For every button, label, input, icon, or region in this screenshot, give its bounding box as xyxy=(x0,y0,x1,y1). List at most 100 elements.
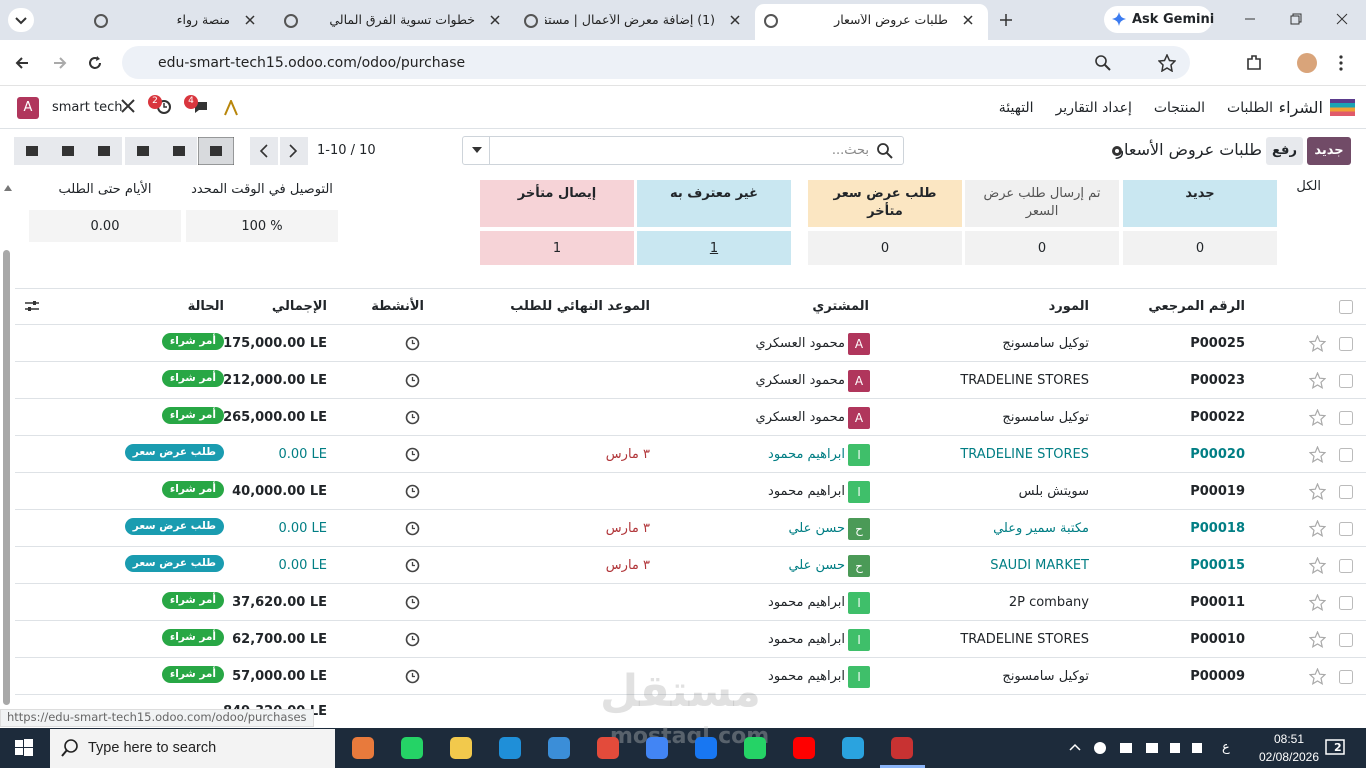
row-checkbox[interactable] xyxy=(1339,485,1353,499)
chrome-menu[interactable] xyxy=(1338,54,1344,72)
browser-tab[interactable]: خطوات تسوية الفرق المالي xyxy=(275,4,515,40)
address-bar[interactable] xyxy=(122,46,1190,79)
tab-close[interactable] xyxy=(244,14,256,26)
keyboard-lang[interactable]: ع xyxy=(1222,740,1230,755)
menu-item[interactable]: إعداد التقارير xyxy=(1055,100,1132,116)
clock-time[interactable]: 08:51 xyxy=(1273,732,1305,746)
column-header[interactable]: الموعد النهائي للطلب xyxy=(510,299,650,314)
search-toggle[interactable] xyxy=(463,137,490,164)
taskbar-app[interactable] xyxy=(646,737,668,759)
favorite-star[interactable] xyxy=(1309,446,1326,463)
pager-next[interactable] xyxy=(250,137,308,165)
column-header[interactable]: المورد xyxy=(1048,299,1089,314)
gear[interactable] xyxy=(1110,144,1124,158)
column-header[interactable]: الرقم المرجعي xyxy=(1148,299,1245,314)
taskbar-app[interactable] xyxy=(450,737,472,759)
view-switch[interactable] xyxy=(198,137,234,165)
app-icon[interactable] xyxy=(1330,99,1355,116)
profile[interactable] xyxy=(1296,52,1318,74)
dashboard-card[interactable]: تم إرسال طلب عرض السعر xyxy=(965,180,1119,227)
tab-close[interactable] xyxy=(729,14,741,26)
favorite-star[interactable] xyxy=(1309,557,1326,574)
notification-center[interactable] xyxy=(1325,738,1347,758)
activity[interactable] xyxy=(405,336,420,351)
activity[interactable] xyxy=(405,558,420,573)
taskbar-app[interactable] xyxy=(842,737,864,759)
dashboard-card[interactable]: غير معترف به xyxy=(637,180,791,227)
tab-close[interactable] xyxy=(489,14,501,26)
table-row[interactable] xyxy=(15,621,1366,658)
browser-tab[interactable]: طلبات عروض الأسعار xyxy=(755,4,988,40)
table-row[interactable] xyxy=(15,436,1366,473)
zoom[interactable] xyxy=(1095,55,1111,71)
user-avatar[interactable]: A xyxy=(17,97,39,119)
minimize[interactable] xyxy=(1244,13,1256,25)
view-switch[interactable] xyxy=(50,137,86,165)
browser-tab[interactable]: (1) إضافة معرض الأعمال | مستقل xyxy=(515,4,755,40)
row-checkbox[interactable] xyxy=(1339,559,1353,573)
reload[interactable] xyxy=(87,55,103,71)
url[interactable]: edu-smart-tech15.odoo.com/odoo/purchase xyxy=(158,55,466,71)
card-value-box[interactable]: 1 xyxy=(637,231,791,265)
menu-item[interactable]: الطلبات xyxy=(1227,100,1273,116)
favorite-star[interactable] xyxy=(1309,483,1326,500)
activity[interactable] xyxy=(405,669,420,684)
favorite-star[interactable] xyxy=(1309,668,1326,685)
row-checkbox[interactable] xyxy=(1339,374,1353,388)
favorite-star[interactable] xyxy=(1309,335,1326,352)
table-row[interactable] xyxy=(15,510,1366,547)
taskbar-app[interactable] xyxy=(597,737,619,759)
taskbar-app[interactable] xyxy=(352,737,374,759)
taskbar-app[interactable] xyxy=(548,737,570,759)
close-window[interactable] xyxy=(1336,13,1348,25)
row-checkbox[interactable] xyxy=(1339,411,1353,425)
search-box[interactable]: بحث... xyxy=(462,136,904,165)
column-settings[interactable] xyxy=(24,299,40,313)
view-switch[interactable] xyxy=(161,137,197,165)
activity[interactable] xyxy=(405,521,420,536)
dashboard-card[interactable]: جديد xyxy=(1123,180,1277,227)
row-checkbox[interactable] xyxy=(1339,633,1353,647)
row-checkbox[interactable] xyxy=(1339,670,1353,684)
upload-button[interactable]: رفع xyxy=(1266,137,1303,165)
column-header[interactable]: الحالة xyxy=(187,299,224,314)
row-checkbox[interactable] xyxy=(1339,522,1353,536)
view-switch[interactable] xyxy=(86,137,122,165)
table-row[interactable] xyxy=(15,325,1366,362)
scrollbar[interactable] xyxy=(3,250,10,705)
dashboard-card[interactable]: طلب عرض سعر متأخر xyxy=(808,180,962,227)
forward[interactable] xyxy=(52,55,68,71)
row-checkbox[interactable] xyxy=(1339,596,1353,610)
back[interactable] xyxy=(14,55,30,71)
tab-menu[interactable] xyxy=(8,8,34,32)
app-name[interactable]: الشراء xyxy=(1278,98,1323,117)
dashboard-card[interactable]: إيصال متأخر xyxy=(480,180,634,227)
restore[interactable] xyxy=(1290,13,1302,25)
column-header[interactable]: المشتري xyxy=(812,299,869,314)
card-value-box[interactable]: 0 xyxy=(965,231,1119,265)
tray-icons[interactable] xyxy=(1068,740,1204,756)
taskbar-app[interactable] xyxy=(744,737,766,759)
favorite-star[interactable] xyxy=(1309,409,1326,426)
extensions[interactable] xyxy=(1245,54,1263,72)
activity[interactable] xyxy=(405,632,420,647)
table-row[interactable] xyxy=(15,399,1366,436)
table-row[interactable] xyxy=(15,658,1366,695)
scroll-up[interactable] xyxy=(4,185,12,191)
menu-item[interactable]: المنتجات xyxy=(1153,100,1206,116)
ai-icon[interactable] xyxy=(224,100,240,116)
taskbar-search[interactable] xyxy=(50,729,335,768)
table-row[interactable] xyxy=(15,362,1366,399)
header-checkbox[interactable] xyxy=(1339,300,1353,314)
menu-item[interactable]: التهيئة xyxy=(998,100,1034,116)
favorite-star[interactable] xyxy=(1309,631,1326,648)
start-button[interactable] xyxy=(0,728,48,768)
column-header[interactable]: الأنشطة xyxy=(371,299,424,314)
activity[interactable] xyxy=(405,447,420,462)
taskbar-app[interactable] xyxy=(793,737,815,759)
clock-date[interactable]: 02/08/2026 xyxy=(1258,750,1320,764)
table-row[interactable] xyxy=(15,584,1366,621)
activity[interactable] xyxy=(405,410,420,425)
table-row[interactable] xyxy=(15,547,1366,584)
taskbar-app[interactable] xyxy=(695,737,717,759)
